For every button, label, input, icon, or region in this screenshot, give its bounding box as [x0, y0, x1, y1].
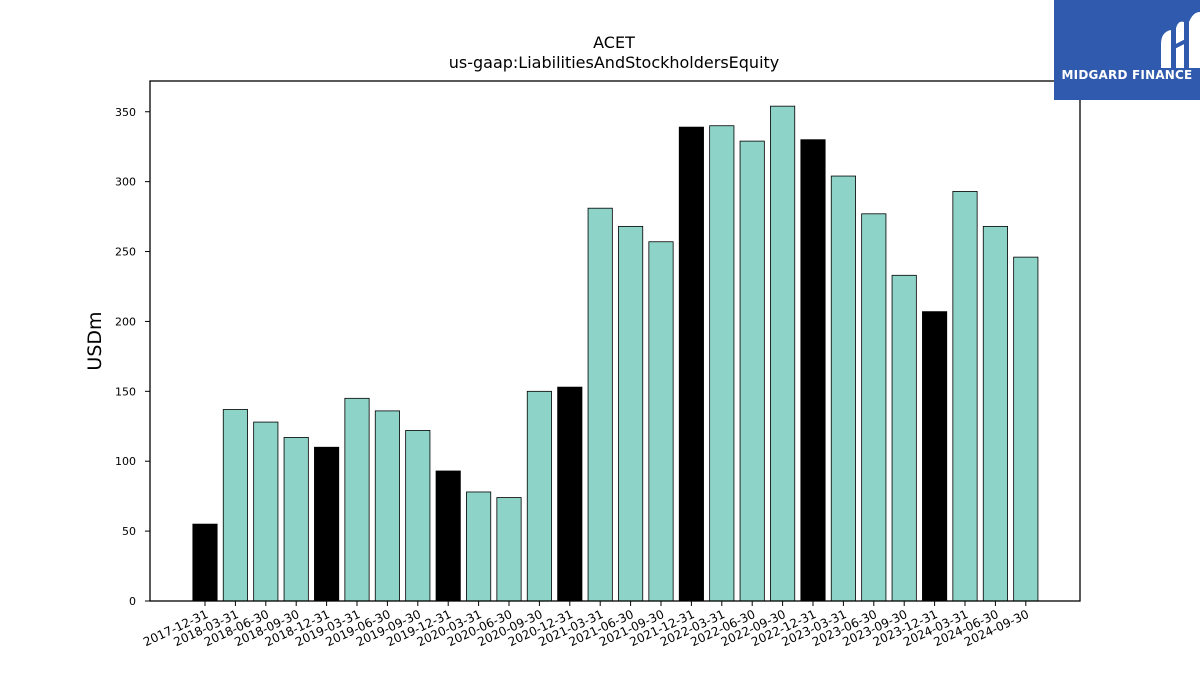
- y-tick-label: 100: [115, 455, 136, 468]
- bar-2019-06-30: [374, 410, 400, 602]
- bar-2023-06-30: [861, 213, 887, 602]
- bar-2021-06-30: [618, 225, 644, 602]
- logo-mark-icon: [1161, 12, 1200, 69]
- bar-2020-03-31: [466, 491, 492, 602]
- chart-subtitle: us-gaap:LiabilitiesAndStockholdersEquity: [449, 53, 780, 72]
- y-tick-label: 150: [115, 385, 136, 398]
- logo-text: MIDGARD FINANCE: [1061, 68, 1193, 82]
- bar-2018-06-30: [253, 421, 279, 602]
- bars-group: [192, 105, 1039, 602]
- bar-2020-09-30: [526, 390, 552, 602]
- x-axis: 2017-12-312018-03-312018-06-302018-09-30…: [141, 601, 1031, 649]
- bar-2024-06-30: [982, 225, 1008, 602]
- plot-frame: [149, 80, 1081, 602]
- bar-2021-12-31: [678, 126, 704, 602]
- bar-2022-09-30: [770, 105, 796, 602]
- bar-2022-12-31: [800, 139, 826, 602]
- y-axis-label: USDm: [84, 311, 106, 370]
- bar-2021-09-30: [648, 241, 674, 602]
- bar-2017-12-31: [192, 523, 218, 602]
- company-logo: MIDGARD FINANCE: [1054, 0, 1200, 100]
- y-tick-label: 0: [129, 595, 136, 608]
- bar-2019-09-30: [405, 430, 431, 602]
- y-tick-label: 50: [122, 525, 136, 538]
- y-tick-label: 250: [115, 246, 136, 259]
- bar-2019-03-31: [344, 397, 370, 602]
- y-tick-label: 300: [115, 176, 136, 189]
- chart-title: ACET: [593, 33, 635, 52]
- bar-2018-09-30: [283, 437, 309, 602]
- y-axis: 0 50 100 150 200 250 300 350: [115, 106, 150, 608]
- bar-2020-06-30: [496, 497, 522, 602]
- y-tick-label: 350: [115, 106, 136, 119]
- bar-2018-12-31: [314, 446, 340, 602]
- bar-2019-12-31: [435, 470, 461, 602]
- bar-2023-09-30: [891, 274, 917, 602]
- y-tick-label: 200: [115, 315, 136, 328]
- bar-2023-12-31: [922, 311, 948, 602]
- bar-2022-03-31: [709, 125, 735, 602]
- bar-2018-03-31: [222, 409, 248, 602]
- bar-2021-03-31: [587, 207, 613, 602]
- bar-2020-12-31: [557, 386, 583, 602]
- bar-2024-03-31: [952, 191, 978, 602]
- bar-2023-03-31: [830, 175, 856, 602]
- bar-2022-06-30: [739, 140, 765, 602]
- bar-2024-09-30: [1013, 256, 1039, 602]
